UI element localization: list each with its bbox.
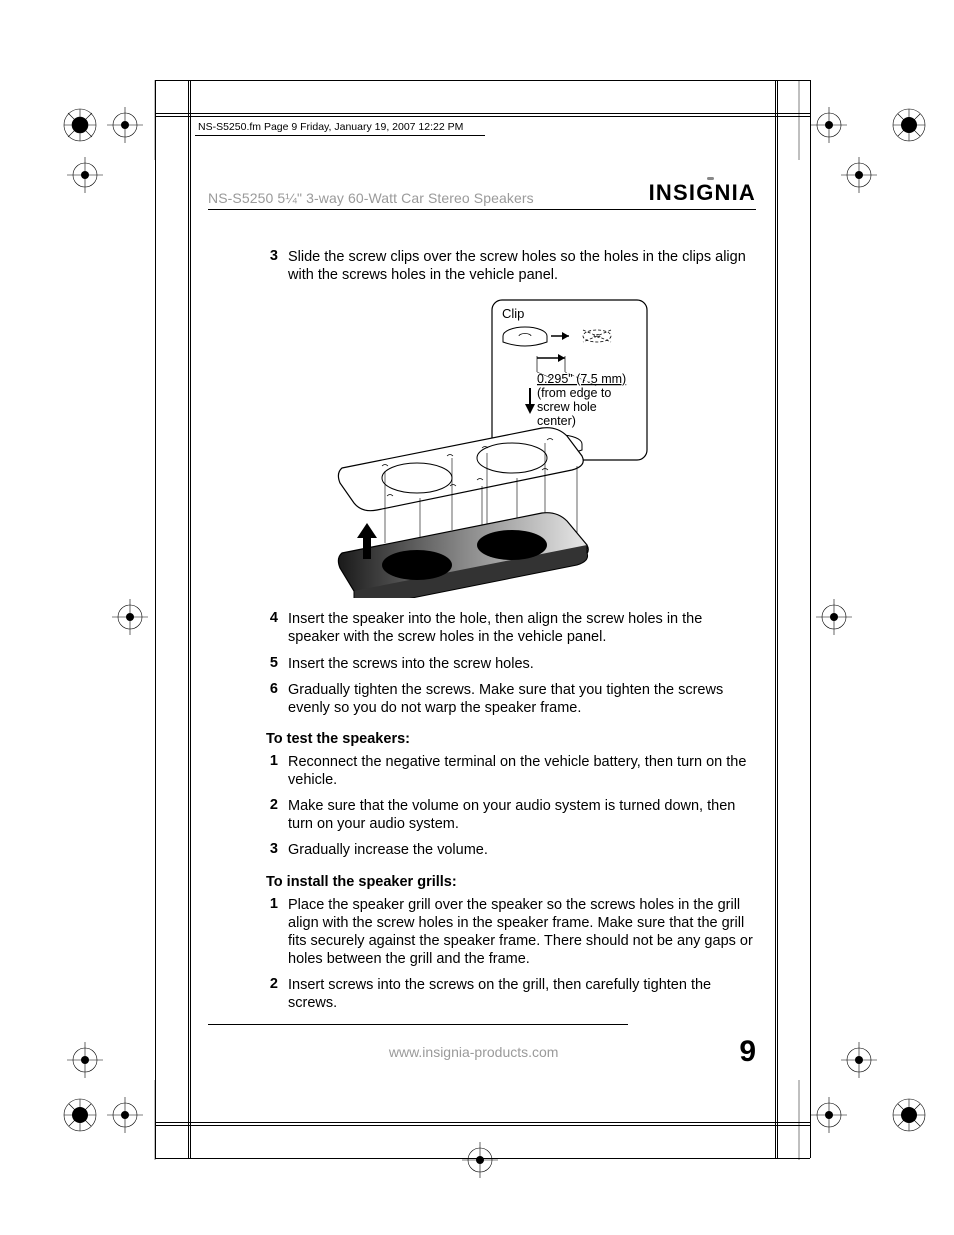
step-number: 3 xyxy=(266,841,288,859)
step-item: 3 Slide the screw clips over the screw h… xyxy=(208,248,756,284)
svg-text:0.295" (7.5 mm): 0.295" (7.5 mm) xyxy=(537,372,626,386)
crop-mark-bl2 xyxy=(60,1040,160,1080)
frame-line xyxy=(155,80,156,1158)
step-number: 4 xyxy=(266,610,288,646)
crop-mark-br2 xyxy=(834,1040,884,1080)
page-footer: www.insignia-products.com 9 xyxy=(208,1024,756,1069)
step-item: 3 Gradually increase the volume. xyxy=(208,841,756,859)
page-info-text: NS-S5250.fm Page 9 Friday, January 19, 2… xyxy=(198,121,463,133)
step-number: 1 xyxy=(266,896,288,969)
step-item: 6 Gradually tighten the screws. Make sur… xyxy=(208,681,756,717)
page-header: NS-S5250 5¼" 3-way 60-Watt Car Stereo Sp… xyxy=(208,180,756,210)
frame-line xyxy=(810,80,811,1158)
frame-line xyxy=(155,1122,810,1124)
step-text: Reconnect the negative terminal on the v… xyxy=(288,753,756,789)
step-text: Gradually increase the volume. xyxy=(288,841,488,859)
svg-text:(from edge to: (from edge to xyxy=(537,386,611,400)
brand-text: INSIGNIA xyxy=(649,180,756,205)
svg-text:center): center) xyxy=(537,414,576,428)
step-item: 2 Make sure that the volume on your audi… xyxy=(208,797,756,833)
step-number: 5 xyxy=(266,655,288,673)
step-item: 2 Insert screws into the screws on the g… xyxy=(208,976,756,1012)
step-number: 1 xyxy=(266,753,288,789)
brand-logo: INSIGNIA xyxy=(649,180,756,206)
step-text: Insert the speaker into the hole, then a… xyxy=(288,610,756,646)
step-item: 1 Place the speaker grill over the speak… xyxy=(208,896,756,969)
step-text: Insert the screws into the screw holes. xyxy=(288,655,534,673)
svg-text:screw hole: screw hole xyxy=(537,400,597,414)
product-title: NS-S5250 5¼" 3-way 60-Watt Car Stereo Sp… xyxy=(208,190,534,206)
step-number: 3 xyxy=(266,248,288,284)
svg-text:Clip: Clip xyxy=(502,306,524,321)
crop-mark-tr xyxy=(794,80,944,160)
crop-mark-bl xyxy=(60,1080,160,1160)
crop-mark-mr xyxy=(809,592,859,642)
installation-diagram: Clip xyxy=(208,298,756,598)
step-item: 5 Insert the screws into the screw holes… xyxy=(208,655,756,673)
page-number: 9 xyxy=(739,1035,756,1069)
step-text: Place the speaker grill over the speaker… xyxy=(288,896,756,969)
step-item: 4 Insert the speaker into the hole, then… xyxy=(208,610,756,646)
crop-mark-br xyxy=(794,1080,944,1160)
frame-line xyxy=(777,80,778,1158)
frame-line xyxy=(188,80,189,1158)
step-number: 2 xyxy=(266,976,288,1012)
frame-line xyxy=(155,1158,810,1159)
section-heading-test: To test the speakers: xyxy=(208,731,756,747)
crop-mark-bc xyxy=(455,1135,505,1185)
crop-mark-tl xyxy=(60,80,160,160)
footer-rule xyxy=(208,1024,628,1025)
footer-url: www.insignia-products.com xyxy=(208,1044,739,1060)
step-number: 6 xyxy=(266,681,288,717)
step-number: 2 xyxy=(266,797,288,833)
step-item: 1 Reconnect the negative terminal on the… xyxy=(208,753,756,789)
frame-line xyxy=(155,80,810,81)
step-text: Gradually tighten the screws. Make sure … xyxy=(288,681,756,717)
step-text: Slide the screw clips over the screw hol… xyxy=(288,248,756,284)
step-text: Insert screws into the screws on the gri… xyxy=(288,976,756,1012)
page-info-underline xyxy=(195,135,485,136)
frame-line xyxy=(155,113,810,115)
crop-mark-tl2 xyxy=(60,155,160,195)
frame-line xyxy=(775,80,776,1158)
section-heading-grills: To install the speaker grills: xyxy=(208,874,756,890)
crop-mark-ml xyxy=(105,592,155,642)
frame-line xyxy=(190,80,191,1158)
step-text: Make sure that the volume on your audio … xyxy=(288,797,756,833)
crop-mark-tr2 xyxy=(834,155,884,195)
